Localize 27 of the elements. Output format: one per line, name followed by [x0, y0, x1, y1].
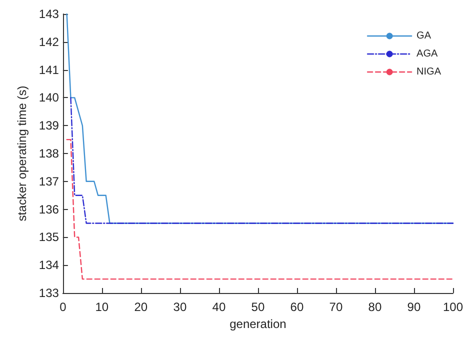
x-tick-label: 100 [442, 300, 464, 314]
legend-label: GA [416, 30, 432, 42]
y-tick-label: 139 [38, 118, 60, 133]
y-tick-label: 135 [38, 230, 60, 244]
y-tick-label: 141 [38, 62, 60, 77]
y-tick-label: 133 [38, 286, 60, 300]
y-tick-label: 142 [38, 34, 60, 49]
x-axis-title: generation [230, 316, 286, 331]
legend-label: AGA [416, 48, 438, 60]
y-tick-label: 140 [38, 90, 60, 105]
x-tick-label: 40 [212, 300, 226, 314]
x-tick-label: 50 [251, 300, 265, 314]
y-tick-label: 134 [38, 258, 60, 272]
x-tick-label: 20 [134, 300, 148, 314]
x-tick-label: 30 [173, 300, 187, 314]
y-tick-label: 137 [38, 174, 60, 188]
y-axis-title: stacker operating time (s) [15, 86, 29, 222]
legend-label: NIGA [416, 66, 442, 78]
x-tick-label: 60 [290, 300, 304, 314]
x-tick-label: 70 [329, 300, 343, 314]
y-tick-label: 138 [38, 146, 60, 160]
x-tick-label: 0 [60, 300, 67, 314]
y-tick-label: 136 [38, 202, 60, 216]
x-tick-label: 10 [95, 300, 109, 314]
y-tick-label: 143 [38, 7, 60, 21]
x-tick-label: 80 [368, 300, 382, 314]
x-tick-label: 90 [407, 300, 421, 314]
